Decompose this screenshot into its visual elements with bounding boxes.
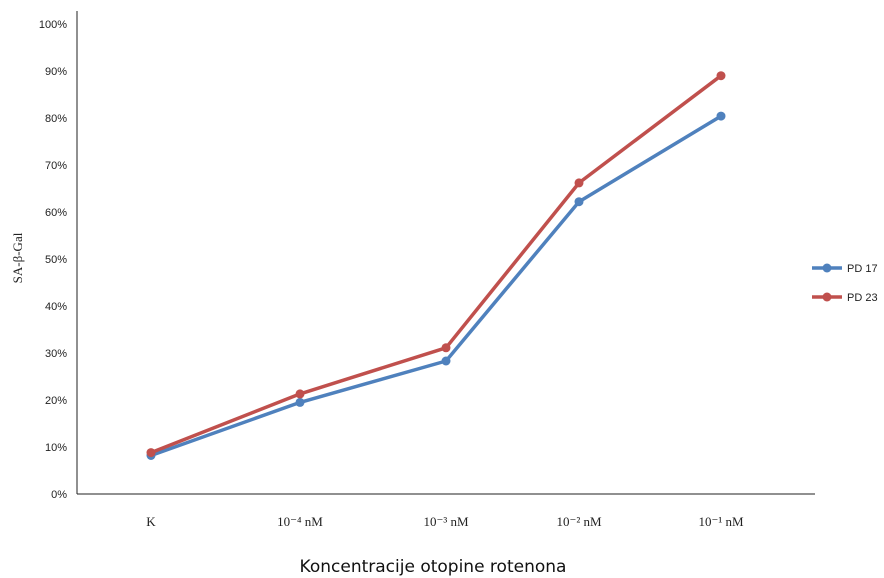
x-tick-label: 10⁻⁴ nM (277, 514, 323, 529)
data-point (574, 197, 584, 207)
y-tick-label: 20% (45, 395, 67, 407)
series-line (149, 114, 723, 458)
y-tick-label: 70% (45, 160, 67, 172)
data-point (716, 111, 726, 121)
x-tick-label: 10⁻³ nM (423, 514, 469, 529)
y-tick-label: 60% (45, 207, 67, 219)
y-tick-labels: 0% 10% 20% 30% 40% 50% 60% 70% 80% 90% 100% (39, 19, 67, 501)
y-tick-label: 100% (39, 19, 67, 31)
data-point (716, 71, 726, 81)
legend: PD 17 PD 23 (812, 263, 878, 304)
y-tick-label: 40% (45, 301, 67, 313)
legend-label: PD 17 (847, 263, 878, 275)
y-tick-label: 50% (45, 254, 67, 266)
series-line (149, 73, 723, 455)
y-tick-label: 0% (51, 489, 67, 501)
y-tick-label: 80% (45, 113, 67, 125)
data-point (146, 448, 156, 458)
x-axis-label: Koncentracije otopine rotenona (300, 557, 567, 577)
y-tick-label: 90% (45, 66, 67, 78)
y-axis-label: SA-β-Gal (10, 232, 25, 283)
data-point (441, 343, 451, 353)
x-tick-label: 10⁻¹ nM (698, 514, 744, 529)
y-tick-label: 30% (45, 348, 67, 360)
legend-label: PD 23 (847, 292, 878, 304)
data-point (295, 389, 305, 399)
legend-marker (822, 263, 832, 273)
data-point (574, 178, 584, 188)
data-point (295, 397, 305, 407)
axes (76, 11, 815, 495)
x-tick-label: 10⁻² nM (556, 514, 602, 529)
data-point (441, 356, 451, 366)
x-tick-label: K (146, 514, 156, 529)
legend-marker (822, 292, 832, 302)
y-tick-label: 10% (45, 442, 67, 454)
series-group (146, 71, 726, 460)
x-tick-labels: K 10⁻⁴ nM 10⁻³ nM 10⁻² nM 10⁻¹ nM (146, 514, 744, 529)
